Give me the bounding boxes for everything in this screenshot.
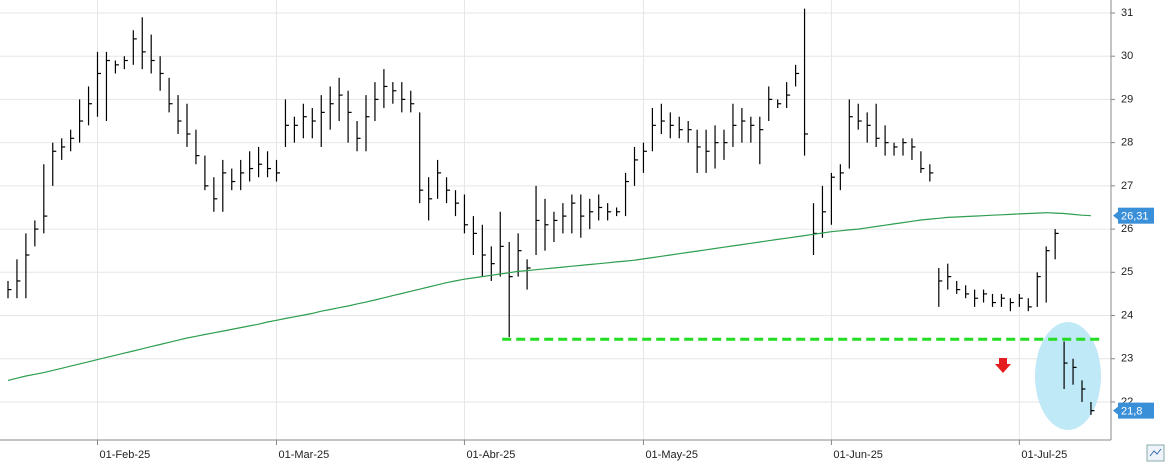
x-tick-label: 01-Abr-25 — [466, 449, 515, 461]
x-tick-label: 01-May-25 — [645, 449, 698, 461]
y-tick-label: 26 — [1121, 223, 1133, 235]
x-tick-label: 01-Jun-25 — [833, 449, 883, 461]
x-tick-label: 01-Jul-25 — [1021, 449, 1067, 461]
y-tick-label: 25 — [1121, 266, 1133, 278]
highlight-ellipse — [1035, 322, 1101, 430]
price-label-box — [1118, 207, 1154, 224]
price-label: 21,8 — [1121, 406, 1142, 418]
x-tick-label: 01-Feb-25 — [100, 449, 151, 461]
y-tick-label: 29 — [1121, 93, 1133, 105]
y-tick-label: 28 — [1121, 137, 1133, 149]
price-label: 26,31 — [1121, 211, 1149, 223]
y-tick-label: 27 — [1121, 180, 1133, 192]
price-label-box — [1118, 402, 1154, 419]
price-label-pointer — [1113, 406, 1118, 415]
down-arrow — [995, 358, 1011, 373]
y-tick-label: 24 — [1121, 309, 1133, 321]
y-tick-label: 23 — [1121, 353, 1133, 365]
chart-icon-glyph — [1149, 448, 1162, 457]
marks — [7, 8, 1101, 415]
price-label-pointer — [1113, 211, 1118, 220]
y-tick-label: 30 — [1121, 50, 1133, 62]
moving-average — [7, 212, 1091, 381]
x-tick-label: 01-Mar-25 — [279, 449, 330, 461]
y-tick-label: 31 — [1121, 7, 1133, 19]
